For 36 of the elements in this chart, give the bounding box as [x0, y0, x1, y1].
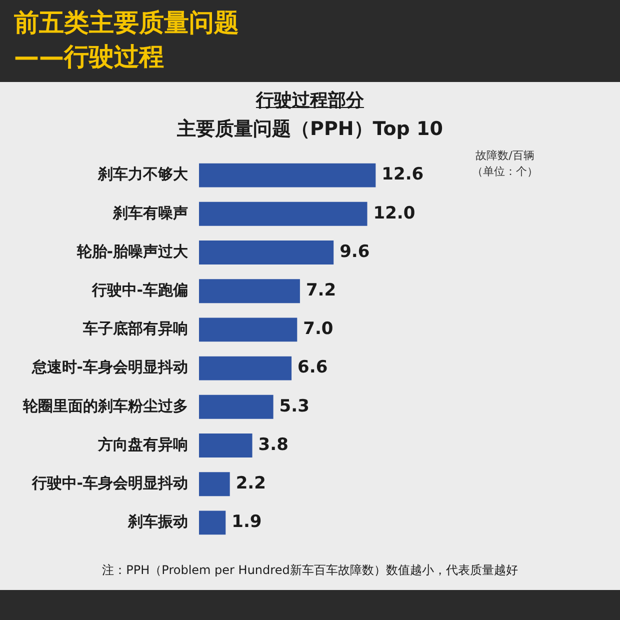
chart-title: 前五类主要质量问题——行驶过程 [14, 7, 240, 73]
x-axis-title: 主要质量问题（PPH）Top 10 [176, 117, 444, 142]
bar [199, 202, 368, 226]
y-tick-label: 刹车振动 [127, 512, 188, 531]
y-tick-label: 刹车有噪声 [112, 204, 188, 222]
y-tick-label: 轮圈里面的刹车粉尘过多 [22, 396, 188, 415]
data-label: 6.6 [298, 358, 328, 378]
y-tick-label: 车子底部有异响 [82, 320, 188, 338]
data-label: 9.6 [340, 242, 370, 262]
bar [199, 318, 298, 342]
y-tick-label: 行驶中-车身会明显抖动 [30, 474, 188, 492]
bar [199, 279, 300, 304]
bar [199, 240, 334, 264]
chart-subtitle: 行驶过程部分 [254, 89, 365, 112]
data-label: 3.8 [258, 434, 288, 455]
y-tick-label: 怠速时-车身会明显抖动 [30, 358, 188, 376]
y-tick-label: 方向盘有异响 [97, 435, 188, 454]
y-tick-label: 刹车力不够大 [97, 165, 189, 184]
data-label: 12.0 [373, 203, 416, 224]
data-label: 7.2 [306, 280, 336, 301]
bar [199, 356, 292, 380]
bar [199, 510, 226, 535]
text: （单位：个） [471, 164, 539, 179]
y-tick-label: 行驶中-车跑偏 [90, 280, 188, 299]
bar [199, 434, 252, 458]
text: 故障数/百辆 [474, 148, 536, 163]
bar [199, 472, 230, 496]
data-label: 5.3 [279, 396, 310, 416]
bar [199, 394, 274, 419]
data-label: 1.9 [232, 512, 262, 532]
data-label: 7.0 [303, 319, 334, 340]
text: 注：PPH（Problem per Hundred新车百车故障数）数值越小，代表质量越好 [101, 562, 519, 579]
bar [199, 163, 376, 188]
data-label: 12.6 [382, 164, 424, 185]
data-label: 2.2 [236, 474, 266, 494]
y-tick-label: 轮胎-胎噪声过大 [76, 242, 189, 260]
